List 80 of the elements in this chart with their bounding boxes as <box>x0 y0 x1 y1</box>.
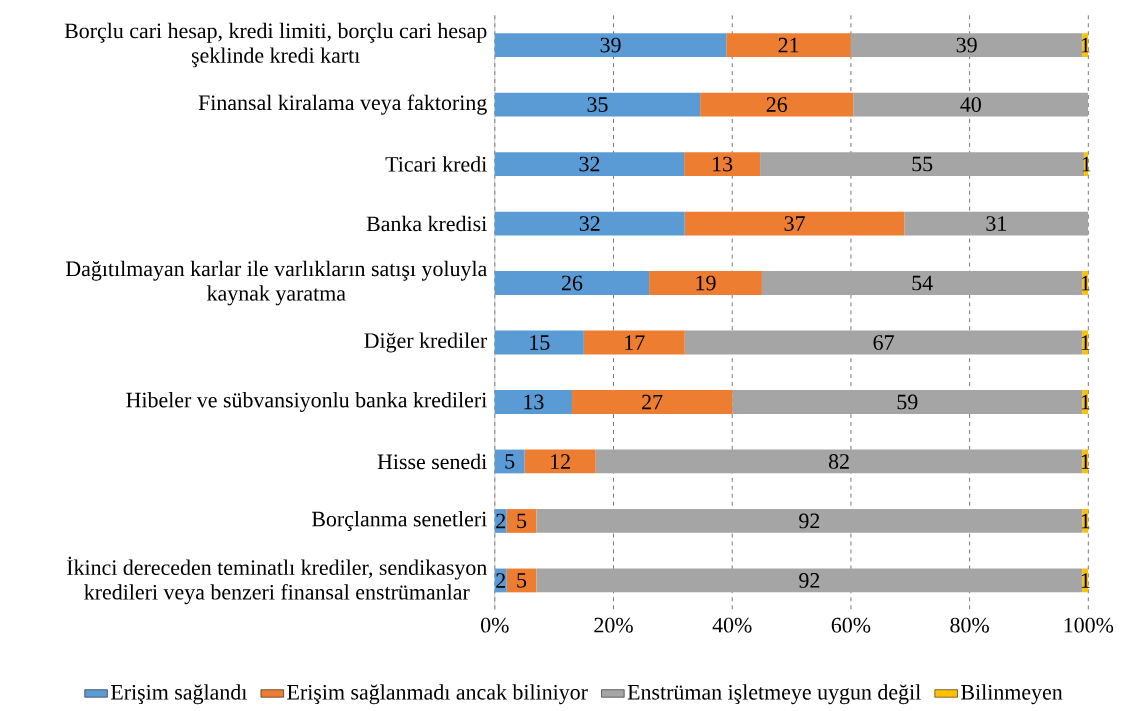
bar <box>494 330 584 355</box>
y-tick-label: Banka kredisi <box>366 215 487 232</box>
bar <box>761 271 1083 295</box>
bar <box>904 211 1089 236</box>
legend-label: Erişim sağlanmadı ancak biliniyor <box>287 684 588 705</box>
data-label: 2 <box>496 513 506 529</box>
data-label: 2 <box>496 573 506 588</box>
x-tick-label: 60% <box>831 617 871 633</box>
x-tick-label: 20% <box>594 617 633 633</box>
data-label: 55 <box>912 156 933 172</box>
data-label: 39 <box>956 37 977 53</box>
bar <box>684 330 1083 355</box>
data-label: 39 <box>600 37 621 53</box>
y-tick-label: Finansal kiralama veya faktoring <box>198 94 487 115</box>
y-tick-label: Diğer krediler <box>364 332 488 353</box>
data-label: 82 <box>828 454 849 469</box>
x-tick-label: 80% <box>950 617 989 633</box>
data-label: 26 <box>766 97 788 112</box>
bar <box>536 568 1083 593</box>
data-label: 5 <box>505 454 515 469</box>
data-label: 32 <box>579 156 600 172</box>
data-label: 67 <box>873 335 894 350</box>
data-label: 92 <box>799 573 820 588</box>
y-tick-label: Borçlu cari hesap, kredi limiti, borçlu cari hesap şeklinde kredi kartı <box>64 22 487 68</box>
bar <box>684 152 761 176</box>
data-label: 13 <box>524 394 544 410</box>
data-label: 17 <box>625 335 645 350</box>
y-tick-label: Hibeler ve sübvansiyonlu banka kredileri <box>126 392 487 413</box>
y-tick-label: Hisse senedi <box>377 453 487 470</box>
legend-label: Enstrüman işletmeye uygun değil <box>627 684 921 705</box>
bar <box>494 390 572 414</box>
data-label: 5 <box>517 513 527 529</box>
y-tick-label: Borçlanma senetleri <box>311 511 487 531</box>
data-label: 35 <box>587 97 608 112</box>
data-label: 15 <box>530 335 550 350</box>
bar <box>583 330 685 355</box>
bar <box>732 390 1083 414</box>
data-label: 32 <box>579 216 600 231</box>
bar <box>853 92 1089 117</box>
bar <box>850 33 1083 58</box>
bar <box>494 152 685 176</box>
x-tick-label: 40% <box>712 617 752 633</box>
data-label: 26 <box>561 275 583 291</box>
data-label: 1 <box>1081 37 1090 53</box>
data-label: 1 <box>1081 275 1090 291</box>
bar <box>595 449 1083 474</box>
bar <box>494 271 650 295</box>
data-label: 12 <box>551 454 570 469</box>
data-label: 92 <box>799 513 820 529</box>
x-tick-label: 0% <box>481 617 509 633</box>
bar <box>571 390 733 414</box>
bar <box>684 211 905 236</box>
legend-label: Bilinmeyen <box>961 684 1063 705</box>
bar <box>649 271 762 295</box>
data-label: 13 <box>713 156 733 172</box>
bar <box>726 33 851 58</box>
y-tick-label: Dağıtılmayan karlar ile varlıkların satışı yoluyla kaynak yaratma <box>65 260 488 306</box>
data-label: 1 <box>1081 394 1090 410</box>
data-label: 21 <box>778 37 799 53</box>
y-tick-label: Ticari kredi <box>385 156 487 172</box>
x-tick-label: 100% <box>1064 617 1114 633</box>
data-label: 19 <box>696 275 716 291</box>
data-label: 37 <box>784 216 805 231</box>
legend-label: Erişim sağlandı <box>110 684 247 705</box>
bar <box>700 92 854 117</box>
data-label: 40 <box>960 97 981 113</box>
data-label: 27 <box>642 394 663 410</box>
data-label: 31 <box>986 216 1006 231</box>
bar <box>536 509 1083 533</box>
bar <box>524 449 596 474</box>
data-label: 1 <box>1081 513 1090 529</box>
data-label: 54 <box>912 275 933 291</box>
y-tick-label: İkinci dereceden teminatlı krediler, sendikasyon kredileri veya benzeri finansal enstrümanlar <box>67 556 487 605</box>
bar <box>494 33 727 58</box>
bar <box>494 211 685 236</box>
bar <box>506 509 537 533</box>
bar <box>494 92 701 117</box>
data-label: 5 <box>517 573 527 588</box>
bar <box>760 152 1085 176</box>
data-label: 59 <box>897 394 918 410</box>
